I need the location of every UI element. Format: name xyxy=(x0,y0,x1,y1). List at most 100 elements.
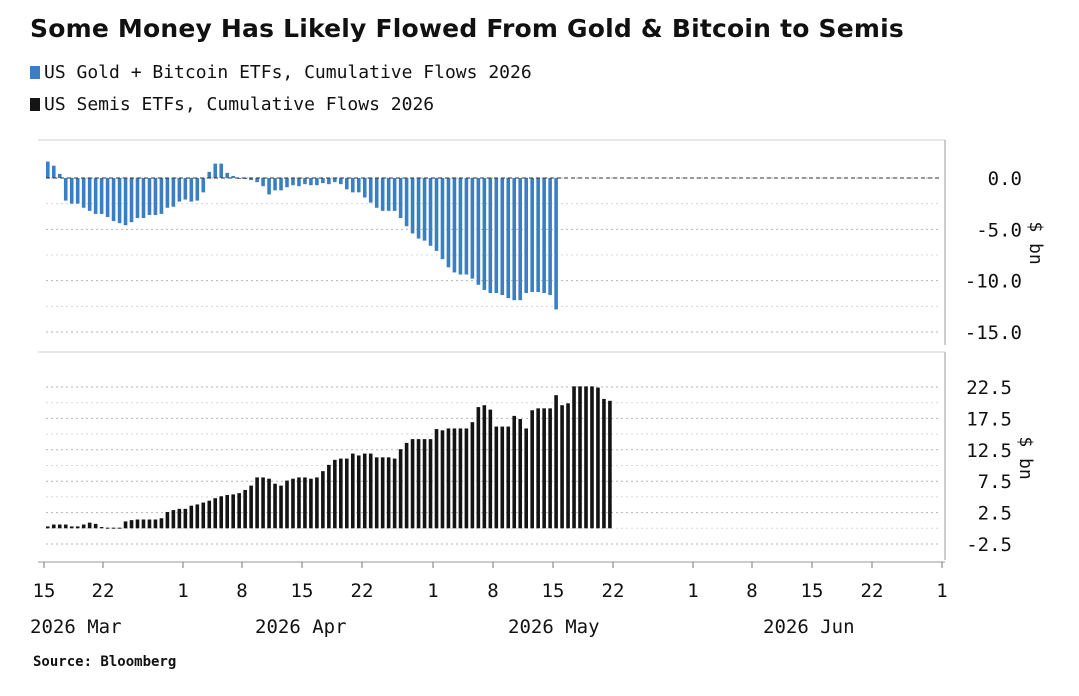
bar xyxy=(554,178,558,310)
bar xyxy=(350,178,355,193)
bar xyxy=(464,428,469,529)
x-tick-label: 22 xyxy=(861,580,884,602)
bar xyxy=(542,178,546,293)
bar xyxy=(333,459,337,529)
bar xyxy=(165,511,170,529)
bar xyxy=(135,519,140,529)
bar xyxy=(297,178,301,187)
bar xyxy=(548,178,552,296)
bar xyxy=(500,426,505,529)
bar xyxy=(183,508,188,529)
bar xyxy=(464,178,469,275)
bar xyxy=(452,428,457,529)
bar xyxy=(380,457,385,529)
x-tick-label: 22 xyxy=(602,580,625,602)
top-panel: 0.0 -5.0 -10.0 -15.0 xyxy=(38,139,1022,345)
y-tick-label: 17.5 xyxy=(966,408,1012,430)
y-tick-label: -2.5 xyxy=(966,534,1012,556)
y-tick-label: 12.5 xyxy=(966,440,1012,462)
bar xyxy=(46,526,50,529)
bar xyxy=(345,178,349,190)
legend-label-semis: US Semis ETFs, Cumulative Flows 2026 xyxy=(44,94,435,115)
bar xyxy=(368,178,373,203)
bar xyxy=(506,426,511,529)
bar xyxy=(105,527,110,529)
bar xyxy=(219,496,224,529)
bar xyxy=(201,178,206,193)
bar xyxy=(321,178,325,184)
bar xyxy=(315,477,319,529)
bar xyxy=(81,178,86,208)
bar xyxy=(518,419,523,529)
y-tick-label: 7.5 xyxy=(978,471,1012,493)
bar xyxy=(195,504,200,529)
bar xyxy=(147,519,152,529)
x-month-label: 2026 May xyxy=(508,616,600,638)
bar xyxy=(440,430,445,529)
bar xyxy=(213,163,218,178)
x-tick-label: 1 xyxy=(177,580,188,602)
bar xyxy=(536,408,540,529)
bar xyxy=(470,178,475,279)
bar xyxy=(339,178,343,185)
bar xyxy=(446,178,451,268)
bar xyxy=(380,178,385,211)
bar xyxy=(548,408,552,529)
bar xyxy=(446,428,451,529)
bar xyxy=(177,178,182,202)
bar xyxy=(566,403,570,529)
bar xyxy=(285,480,289,529)
bar xyxy=(93,523,98,529)
bar xyxy=(117,178,122,224)
bar xyxy=(572,386,576,529)
bar xyxy=(428,439,433,529)
bar xyxy=(111,178,116,222)
bar xyxy=(57,173,62,178)
bar xyxy=(249,485,253,529)
bar xyxy=(111,527,116,529)
bar xyxy=(356,178,361,193)
bar xyxy=(255,477,259,529)
bar xyxy=(554,395,558,529)
bar xyxy=(434,429,439,529)
bar xyxy=(129,520,134,529)
bar xyxy=(524,178,528,293)
bar xyxy=(225,495,229,529)
bar xyxy=(386,178,391,211)
x-tick-label: 15 xyxy=(33,580,56,602)
bar xyxy=(470,422,475,529)
bar xyxy=(530,410,534,529)
bar xyxy=(57,524,62,529)
x-tick-label: 15 xyxy=(801,580,824,602)
bar xyxy=(189,178,194,202)
bar xyxy=(584,386,588,529)
bar xyxy=(237,493,241,529)
bar xyxy=(422,178,427,241)
bar xyxy=(362,178,367,198)
x-tick-label: 8 xyxy=(236,580,247,602)
bar xyxy=(81,524,86,529)
chart-title: Some Money Has Likely Flowed From Gold &… xyxy=(30,14,904,43)
legend-swatch-blue xyxy=(30,66,40,79)
bar xyxy=(249,178,253,181)
bar xyxy=(87,522,92,529)
bar xyxy=(267,178,271,195)
bar xyxy=(189,505,194,529)
bar xyxy=(512,178,517,301)
bar xyxy=(171,510,176,529)
bar xyxy=(63,524,68,529)
bar xyxy=(165,178,170,208)
bar xyxy=(273,178,277,191)
bar xyxy=(458,178,463,275)
x-tick-label: 8 xyxy=(487,580,498,602)
bar xyxy=(530,178,534,292)
bar xyxy=(458,428,463,529)
bar xyxy=(362,453,367,529)
bar xyxy=(99,178,104,214)
bar xyxy=(524,428,528,529)
bar xyxy=(261,477,265,529)
bar xyxy=(159,178,164,214)
bar xyxy=(183,178,188,200)
bar xyxy=(159,518,164,529)
bar xyxy=(476,178,481,285)
